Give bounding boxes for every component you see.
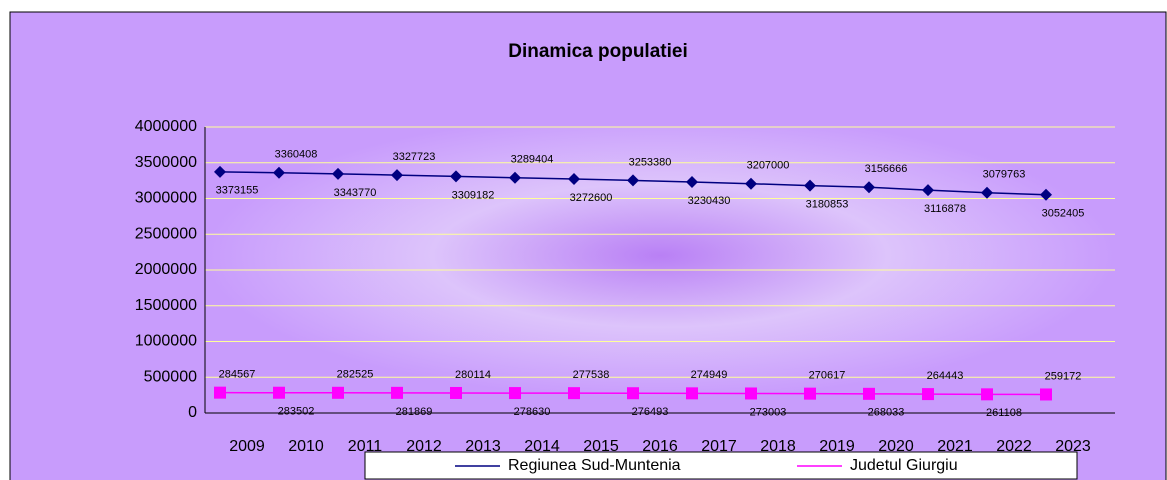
point: [509, 387, 521, 400]
data-label: 280114: [455, 369, 491, 381]
x-tick-label: 2021: [937, 438, 973, 455]
data-label: 3207000: [747, 160, 790, 172]
data-label: 3230430: [688, 195, 731, 207]
data-label: 268033: [868, 407, 905, 419]
data-label: 264443: [927, 370, 964, 382]
point: [627, 387, 639, 400]
point: [509, 171, 521, 184]
data-label: 277538: [573, 369, 610, 381]
data-label: 281869: [396, 406, 433, 418]
data-label: 3309182: [452, 189, 495, 201]
point: [391, 386, 403, 399]
point: [214, 386, 226, 399]
y-tick-label: 3500000: [135, 154, 197, 171]
y-tick-label: 2000000: [135, 261, 197, 278]
point: [981, 388, 993, 401]
legend-label: Judetul Giurgiu: [850, 457, 958, 474]
point: [922, 388, 934, 401]
x-tick-label: 2012: [406, 438, 442, 455]
data-label: 282525: [337, 369, 374, 381]
data-label: 284567: [219, 369, 256, 381]
chart-title: Dinamica populatiei: [508, 41, 687, 62]
data-label: 3343770: [334, 187, 377, 199]
x-tick-label: 2023: [1055, 438, 1091, 455]
x-tick-label: 2015: [583, 438, 619, 455]
legend-label: Regiunea Sud-Muntenia: [508, 457, 681, 474]
data-label: 3052405: [1042, 208, 1085, 220]
x-tick-label: 2019: [819, 438, 855, 455]
x-tick-label: 2009: [229, 438, 265, 455]
point: [686, 387, 698, 400]
x-tick-label: 2010: [288, 438, 324, 455]
point: [214, 165, 226, 178]
point: [273, 386, 285, 399]
data-label: 3360408: [275, 149, 318, 161]
point: [332, 386, 344, 399]
point: [568, 387, 580, 400]
data-label: 276493: [632, 406, 669, 418]
x-tick-label: 2014: [524, 438, 560, 455]
x-tick-label: 2013: [465, 438, 501, 455]
data-label: 3327723: [393, 151, 436, 163]
data-label: 3180853: [806, 198, 849, 210]
data-label: 259172: [1045, 370, 1082, 382]
data-label: 3156666: [865, 163, 908, 175]
y-tick-label: 0: [188, 404, 197, 421]
data-label: 3272600: [570, 192, 613, 204]
y-tick-label: 500000: [144, 368, 197, 385]
point: [450, 170, 462, 183]
x-tick-label: 2022: [996, 438, 1032, 455]
point: [686, 176, 698, 189]
x-tick-label: 2018: [760, 438, 796, 455]
point: [1040, 188, 1052, 201]
y-tick-label: 3000000: [135, 190, 197, 207]
point: [922, 184, 934, 197]
x-tick-label: 2016: [642, 438, 678, 455]
x-tick-label: 2017: [701, 438, 737, 455]
point: [863, 387, 875, 400]
point: [745, 387, 757, 400]
y-tick-label: 1500000: [135, 297, 197, 314]
point: [745, 177, 757, 190]
point: [981, 186, 993, 199]
point: [1040, 388, 1052, 401]
data-label: 278630: [514, 406, 551, 418]
data-label: 261108: [986, 407, 1022, 419]
data-label: 3079763: [983, 169, 1026, 181]
x-tick-label: 2011: [348, 438, 383, 455]
data-label: 270617: [809, 370, 846, 382]
point: [627, 174, 639, 187]
data-label: 273003: [750, 406, 787, 418]
y-tick-label: 4000000: [135, 118, 197, 135]
point: [391, 169, 403, 182]
point: [804, 387, 816, 400]
point: [273, 166, 285, 179]
point: [568, 173, 580, 186]
data-label: 283502: [278, 406, 315, 418]
y-tick-label: 2500000: [135, 225, 197, 242]
point: [804, 179, 816, 192]
data-label: 3289404: [511, 154, 554, 166]
point: [450, 386, 462, 399]
data-label: 3253380: [629, 156, 672, 168]
data-label: 274949: [691, 369, 728, 381]
x-tick-label: 2020: [878, 438, 914, 455]
data-label: 3116878: [924, 203, 966, 215]
data-label: 3373155: [216, 185, 259, 197]
point: [863, 181, 875, 194]
y-tick-label: 1000000: [135, 333, 197, 350]
point: [332, 167, 344, 180]
